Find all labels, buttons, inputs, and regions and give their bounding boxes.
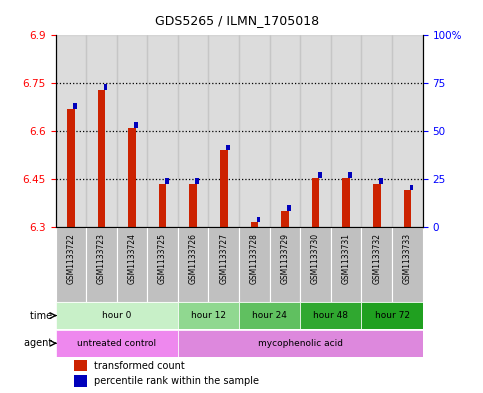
Text: GSM1133732: GSM1133732 — [372, 233, 381, 284]
Text: time: time — [30, 310, 56, 321]
Bar — [300, 227, 331, 302]
Bar — [134, 122, 138, 128]
Bar — [56, 330, 178, 356]
Bar — [331, 227, 361, 302]
Bar — [56, 227, 86, 302]
Bar — [361, 227, 392, 302]
Text: percentile rank within the sample: percentile rank within the sample — [94, 376, 259, 386]
Text: GSM1133724: GSM1133724 — [128, 233, 137, 284]
Bar — [256, 217, 260, 222]
Bar — [318, 172, 322, 178]
Text: mycophenolic acid: mycophenolic acid — [258, 339, 343, 348]
Bar — [379, 178, 383, 184]
Bar — [239, 35, 270, 227]
Bar — [117, 35, 147, 227]
Text: GSM1133722: GSM1133722 — [66, 233, 75, 284]
Text: untreated control: untreated control — [77, 339, 156, 348]
Bar — [178, 227, 209, 302]
Bar — [300, 35, 331, 227]
Text: transformed count: transformed count — [94, 361, 185, 371]
Text: GSM1133733: GSM1133733 — [403, 233, 412, 284]
Bar — [287, 206, 291, 211]
Bar — [220, 151, 227, 227]
Bar — [147, 227, 178, 302]
Bar — [98, 90, 105, 227]
Bar — [128, 128, 136, 227]
Text: hour 48: hour 48 — [313, 311, 348, 320]
Bar — [73, 103, 77, 109]
Bar — [251, 222, 258, 227]
Bar — [56, 35, 86, 227]
Text: GSM1133725: GSM1133725 — [158, 233, 167, 284]
Bar — [159, 184, 167, 227]
Bar — [56, 302, 178, 329]
Bar — [361, 35, 392, 227]
Bar — [361, 302, 423, 329]
Bar — [147, 35, 178, 227]
Bar — [392, 35, 423, 227]
Text: agent: agent — [24, 338, 56, 348]
Bar — [312, 178, 319, 227]
Text: GDS5265 / ILMN_1705018: GDS5265 / ILMN_1705018 — [155, 14, 319, 27]
Bar — [348, 172, 352, 178]
Bar — [189, 184, 197, 227]
Text: GSM1133729: GSM1133729 — [281, 233, 289, 284]
Bar — [178, 35, 209, 227]
Text: hour 72: hour 72 — [374, 311, 410, 320]
Text: GSM1133731: GSM1133731 — [341, 233, 351, 284]
Bar — [342, 178, 350, 227]
Text: hour 0: hour 0 — [102, 311, 131, 320]
Bar — [239, 302, 300, 329]
Text: GSM1133728: GSM1133728 — [250, 233, 259, 284]
Bar — [104, 84, 107, 90]
Text: GSM1133726: GSM1133726 — [189, 233, 198, 284]
Bar — [178, 302, 239, 329]
Bar — [373, 184, 381, 227]
Bar — [392, 227, 423, 302]
Bar — [410, 185, 413, 190]
Bar — [67, 109, 75, 227]
Bar — [403, 190, 411, 227]
Bar — [86, 227, 117, 302]
Bar — [209, 35, 239, 227]
Bar — [209, 227, 239, 302]
Bar — [281, 211, 289, 227]
Bar — [331, 35, 361, 227]
Bar — [196, 178, 199, 184]
Bar — [86, 35, 117, 227]
Text: GSM1133723: GSM1133723 — [97, 233, 106, 284]
Bar — [74, 360, 87, 371]
Bar — [270, 227, 300, 302]
Bar — [239, 227, 270, 302]
Text: GSM1133730: GSM1133730 — [311, 233, 320, 284]
Bar — [178, 330, 423, 356]
Text: hour 12: hour 12 — [191, 311, 226, 320]
Bar — [270, 35, 300, 227]
Bar — [165, 178, 169, 184]
Bar — [300, 302, 361, 329]
Text: GSM1133727: GSM1133727 — [219, 233, 228, 284]
Text: hour 24: hour 24 — [252, 311, 287, 320]
Bar — [226, 145, 230, 151]
Bar — [74, 375, 87, 386]
Bar — [117, 227, 147, 302]
